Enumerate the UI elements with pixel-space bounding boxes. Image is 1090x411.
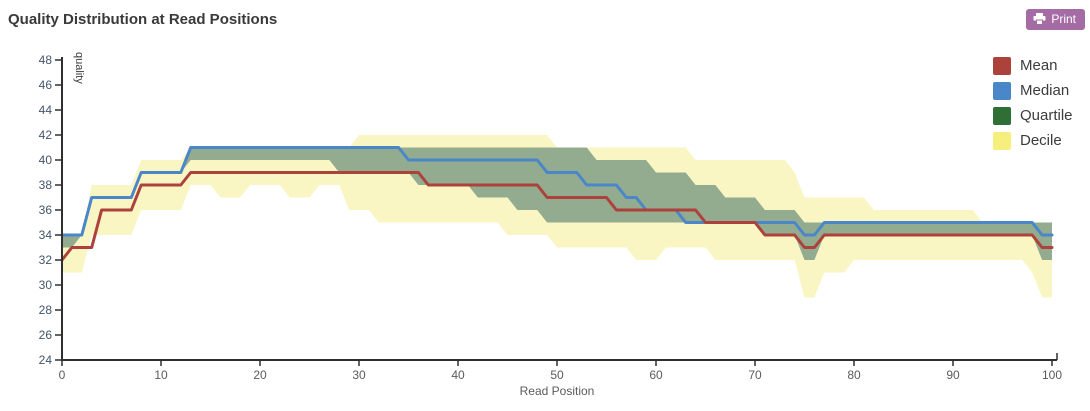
legend-label: Decile <box>1020 132 1062 149</box>
legend-swatch-median <box>993 81 1011 100</box>
legend-label: Quartile <box>1020 107 1073 124</box>
y-tick-label: 40 <box>39 153 53 167</box>
legend-item-median[interactable]: Median <box>993 78 1073 103</box>
x-tick-label: 30 <box>352 368 366 382</box>
line-mean <box>60 171 1054 262</box>
page-title: Quality Distribution at Read Positions <box>8 11 278 28</box>
x-tick-label: 70 <box>748 368 762 382</box>
y-tick-label: 30 <box>39 278 53 292</box>
x-tick-label: 50 <box>550 368 564 382</box>
y-tick-label: 44 <box>39 103 53 117</box>
legend-item-mean[interactable]: Mean <box>993 53 1073 78</box>
legend-item-quartile[interactable]: Quartile <box>993 103 1073 128</box>
line-median <box>60 146 1054 237</box>
printer-icon <box>1033 13 1046 25</box>
y-tick-label: 42 <box>39 128 53 142</box>
x-tick-label: 90 <box>946 368 960 382</box>
x-tick-label: 0 <box>59 368 66 382</box>
legend-swatch-mean <box>993 56 1011 75</box>
x-tick-label: 80 <box>847 368 861 382</box>
y-tick-label: 48 <box>39 53 53 67</box>
x-tick-label: 20 <box>253 368 267 382</box>
print-button[interactable]: Print <box>1026 9 1085 30</box>
legend-swatch-decile <box>993 131 1011 150</box>
chart-legend: Mean Median Quartile Decile <box>993 53 1073 153</box>
legend-label: Mean <box>1020 57 1058 74</box>
print-button-label: Print <box>1051 12 1076 26</box>
y-tick-label: 36 <box>39 203 53 217</box>
legend-swatch-quartile <box>993 106 1011 125</box>
y-tick-label: 46 <box>39 78 53 92</box>
y-tick-label: 26 <box>39 328 53 342</box>
y-tick-label: 24 <box>39 353 53 367</box>
y-tick-label: 32 <box>39 253 53 267</box>
x-axis-title: Read Position <box>520 384 595 398</box>
band-quartile <box>62 147 1052 260</box>
y-tick-label: 34 <box>39 228 53 242</box>
x-tick-label: 60 <box>649 368 663 382</box>
x-tick-label: 100 <box>1042 368 1062 382</box>
legend-item-decile[interactable]: Decile <box>993 128 1073 153</box>
y-tick-label: 38 <box>39 178 53 192</box>
legend-label: Median <box>1020 82 1070 99</box>
y-tick-label: 28 <box>39 303 53 317</box>
x-tick-label: 40 <box>451 368 465 382</box>
x-tick-label: 10 <box>154 368 168 382</box>
y-axis-title: quality <box>73 52 85 84</box>
